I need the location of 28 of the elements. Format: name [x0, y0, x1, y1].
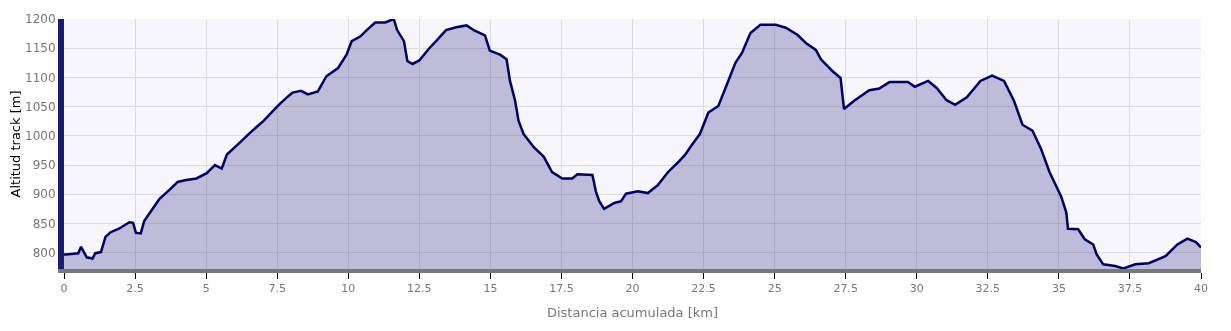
x-tick-label: 12.5: [407, 282, 432, 296]
y-tick-label: 850: [32, 216, 56, 231]
x-tick-label: 32.5: [975, 282, 1001, 296]
x-tick-label: 20: [625, 282, 640, 296]
x-tick-label: 37.5: [1117, 282, 1143, 296]
y-tick-label: 950: [32, 158, 56, 173]
x-tick-label: 17.5: [549, 282, 574, 296]
x-tick-label: 5: [202, 282, 210, 296]
y-tick-label: 800: [32, 245, 56, 260]
x-tick-label: 7.5: [268, 282, 286, 296]
x-tick-label: 22.5: [691, 282, 716, 296]
x-tick-label: 25: [767, 282, 782, 296]
x-axis-title: Distancia acumulada [km]: [546, 305, 719, 321]
x-tick-label: 2.5: [126, 282, 144, 296]
x-tick-label: 10: [341, 282, 356, 296]
y-tick-label: 1000: [25, 129, 56, 144]
x-tick-label: 35: [1051, 282, 1066, 296]
y-tick-label: 1200: [25, 12, 56, 27]
x-tick-label: 40: [1194, 282, 1208, 296]
x-tick-label: 27.5: [833, 282, 858, 296]
y-axis-title: Altitud track [m]: [7, 90, 23, 198]
y-tick-label: 1100: [25, 70, 56, 85]
y-tick-label: 1150: [25, 41, 56, 56]
x-tick-label: 30: [909, 282, 924, 296]
y-tick-label: 1050: [25, 99, 56, 114]
x-tick-label: 0: [60, 282, 68, 296]
y-tick-label: 900: [32, 187, 56, 202]
x-tick-label: 15: [483, 282, 498, 296]
